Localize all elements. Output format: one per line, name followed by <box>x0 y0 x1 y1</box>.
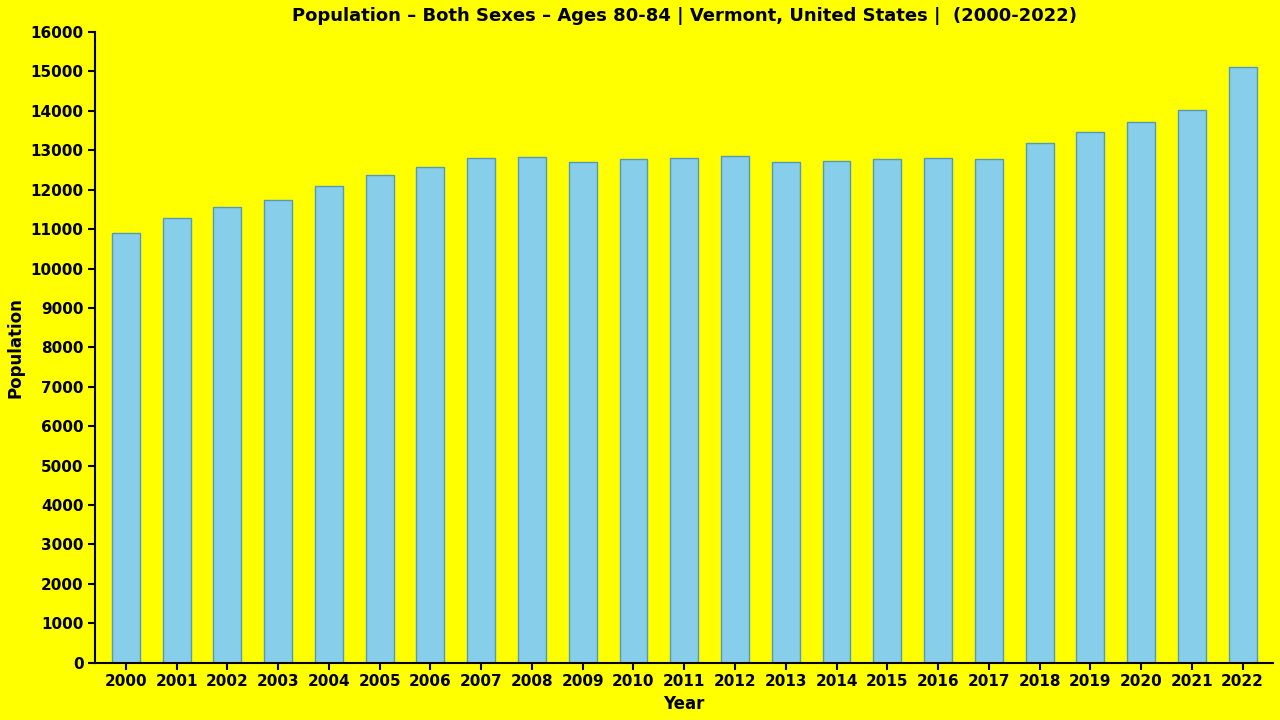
Text: 13458: 13458 <box>1069 117 1112 130</box>
Bar <box>264 200 292 662</box>
Bar <box>772 161 800 662</box>
Text: 12573: 12573 <box>408 152 452 165</box>
Text: 12831: 12831 <box>511 142 554 155</box>
Text: 12106: 12106 <box>307 170 351 183</box>
Text: 12713: 12713 <box>764 146 808 159</box>
Y-axis label: Population: Population <box>6 297 24 398</box>
Bar <box>721 156 749 662</box>
Bar <box>924 158 952 662</box>
Text: 12860: 12860 <box>713 140 756 153</box>
Text: 11574: 11574 <box>206 191 250 204</box>
Text: 12369: 12369 <box>358 160 402 173</box>
Text: 12794: 12794 <box>916 143 960 156</box>
Bar <box>163 217 191 662</box>
Text: 12783: 12783 <box>612 143 655 156</box>
Text: 13183: 13183 <box>1018 127 1061 140</box>
Text: 12814: 12814 <box>460 143 503 156</box>
X-axis label: Year: Year <box>663 695 705 713</box>
Text: 13721: 13721 <box>1119 107 1164 120</box>
Bar <box>568 162 596 662</box>
Text: 11737: 11737 <box>256 185 300 198</box>
Bar <box>1128 122 1155 662</box>
Text: 10901: 10901 <box>104 217 147 230</box>
Bar <box>214 207 242 662</box>
Text: 12815: 12815 <box>663 143 707 156</box>
Bar <box>1025 143 1053 662</box>
Bar <box>1076 132 1105 662</box>
Bar <box>671 158 698 662</box>
Bar <box>366 175 394 662</box>
Text: 12773: 12773 <box>865 144 909 157</box>
Text: 15124: 15124 <box>1221 51 1265 64</box>
Title: Population – Both Sexes – Ages 80-84 | Vermont, United States |  (2000-2022): Population – Both Sexes – Ages 80-84 | V… <box>292 7 1076 25</box>
Bar <box>823 161 850 662</box>
Text: 12698: 12698 <box>561 147 604 160</box>
Bar <box>467 158 495 662</box>
Bar <box>518 157 547 662</box>
Bar <box>620 159 648 662</box>
Text: 11294: 11294 <box>155 202 198 215</box>
Text: 12786: 12786 <box>968 143 1010 156</box>
Bar <box>975 158 1002 662</box>
Bar <box>111 233 140 662</box>
Text: 12727: 12727 <box>814 145 859 158</box>
Bar <box>1178 109 1206 662</box>
Bar <box>873 159 901 662</box>
Bar <box>315 186 343 662</box>
Text: 14032: 14032 <box>1170 94 1213 107</box>
Bar <box>1229 66 1257 662</box>
Bar <box>416 167 444 662</box>
